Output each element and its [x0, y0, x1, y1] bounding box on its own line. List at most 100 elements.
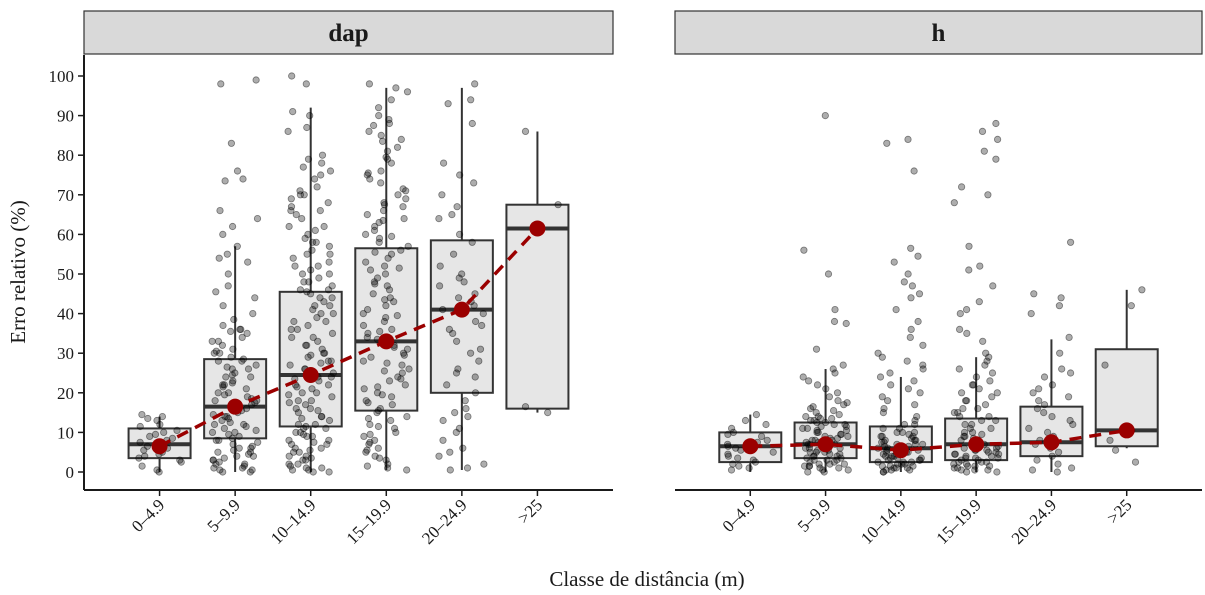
- data-point: [762, 420, 770, 429]
- data-point: [900, 278, 908, 286]
- data-point: [910, 428, 919, 436]
- data-point: [313, 313, 321, 322]
- data-point: [892, 464, 900, 472]
- data-point: [839, 361, 847, 369]
- data-point: [966, 424, 974, 432]
- data-point: [837, 430, 845, 438]
- data-point: [1048, 412, 1056, 421]
- data-point: [301, 234, 309, 242]
- data-point: [476, 345, 485, 353]
- data-point: [287, 195, 295, 203]
- data-point: [471, 389, 480, 397]
- data-point: [230, 446, 238, 454]
- data-point: [443, 381, 451, 389]
- data-point: [210, 464, 218, 472]
- data-point: [312, 389, 321, 397]
- data-point: [886, 462, 894, 470]
- data-point: [982, 458, 991, 466]
- data-point: [735, 462, 743, 470]
- data-point: [402, 187, 410, 195]
- data-point: [878, 438, 886, 446]
- data-point: [876, 373, 885, 381]
- mean-point: [453, 301, 470, 318]
- data-point: [1065, 393, 1073, 401]
- data-point: [387, 96, 395, 104]
- data-point: [380, 262, 389, 270]
- data-point: [957, 466, 965, 474]
- data-point: [554, 201, 562, 209]
- data-point: [895, 424, 904, 432]
- data-point: [403, 466, 411, 474]
- data-point: [471, 317, 480, 326]
- data-point: [446, 466, 454, 474]
- data-point: [745, 464, 753, 472]
- data-point: [380, 199, 388, 207]
- data-point: [829, 365, 837, 373]
- data-point: [977, 416, 986, 425]
- data-point: [1048, 452, 1056, 460]
- data-point: [882, 466, 890, 474]
- data-point: [326, 167, 335, 175]
- data-point: [240, 462, 248, 470]
- data-point: [247, 444, 255, 452]
- data-point: [227, 353, 235, 361]
- data-point: [962, 454, 970, 462]
- data-point: [979, 337, 987, 345]
- data-point: [724, 430, 732, 438]
- data-point: [371, 280, 379, 288]
- data-point: [800, 246, 808, 254]
- box-iqr: [354, 247, 419, 412]
- data-point: [387, 232, 396, 240]
- data-point: [231, 428, 239, 436]
- data-point: [249, 452, 257, 460]
- data-point: [906, 333, 914, 341]
- data-point: [881, 436, 889, 444]
- data-point: [209, 456, 217, 464]
- data-point: [218, 341, 226, 349]
- data-point: [328, 282, 336, 290]
- data-point: [156, 420, 164, 429]
- data-point: [976, 262, 984, 270]
- data-point: [360, 432, 368, 440]
- data-point: [243, 393, 251, 401]
- data-point: [247, 373, 255, 381]
- data-point: [1067, 369, 1075, 377]
- data-point: [988, 393, 996, 401]
- data-point: [253, 215, 262, 223]
- data-point: [327, 373, 335, 381]
- data-point: [316, 207, 324, 215]
- data-point: [911, 416, 919, 425]
- data-point: [470, 179, 478, 187]
- data-point: [236, 325, 244, 333]
- data-point: [392, 84, 400, 92]
- data-point: [905, 430, 913, 438]
- data-point: [951, 450, 959, 458]
- data-point: [1028, 466, 1037, 474]
- data-point: [451, 408, 459, 417]
- data-point: [378, 391, 386, 399]
- data-point: [292, 211, 300, 219]
- data-point: [916, 389, 924, 397]
- data-point: [303, 432, 311, 440]
- data-point: [806, 458, 814, 466]
- data-point: [239, 355, 248, 363]
- data-point: [318, 151, 327, 159]
- data-point: [1048, 381, 1057, 389]
- data-point: [883, 397, 892, 405]
- data-point: [366, 438, 374, 446]
- data-point: [383, 359, 391, 367]
- data-point: [464, 412, 472, 421]
- data-point: [379, 216, 387, 225]
- data-point: [305, 466, 313, 474]
- data-point: [308, 385, 316, 393]
- data-point: [374, 422, 382, 431]
- data-point: [155, 468, 163, 476]
- data-point: [214, 337, 222, 345]
- data-point: [1106, 436, 1114, 444]
- data-point: [879, 408, 888, 417]
- data-point: [296, 191, 304, 199]
- data-point: [799, 373, 807, 381]
- data-point: [290, 317, 298, 326]
- data-point: [289, 448, 298, 456]
- data-point: [884, 456, 892, 464]
